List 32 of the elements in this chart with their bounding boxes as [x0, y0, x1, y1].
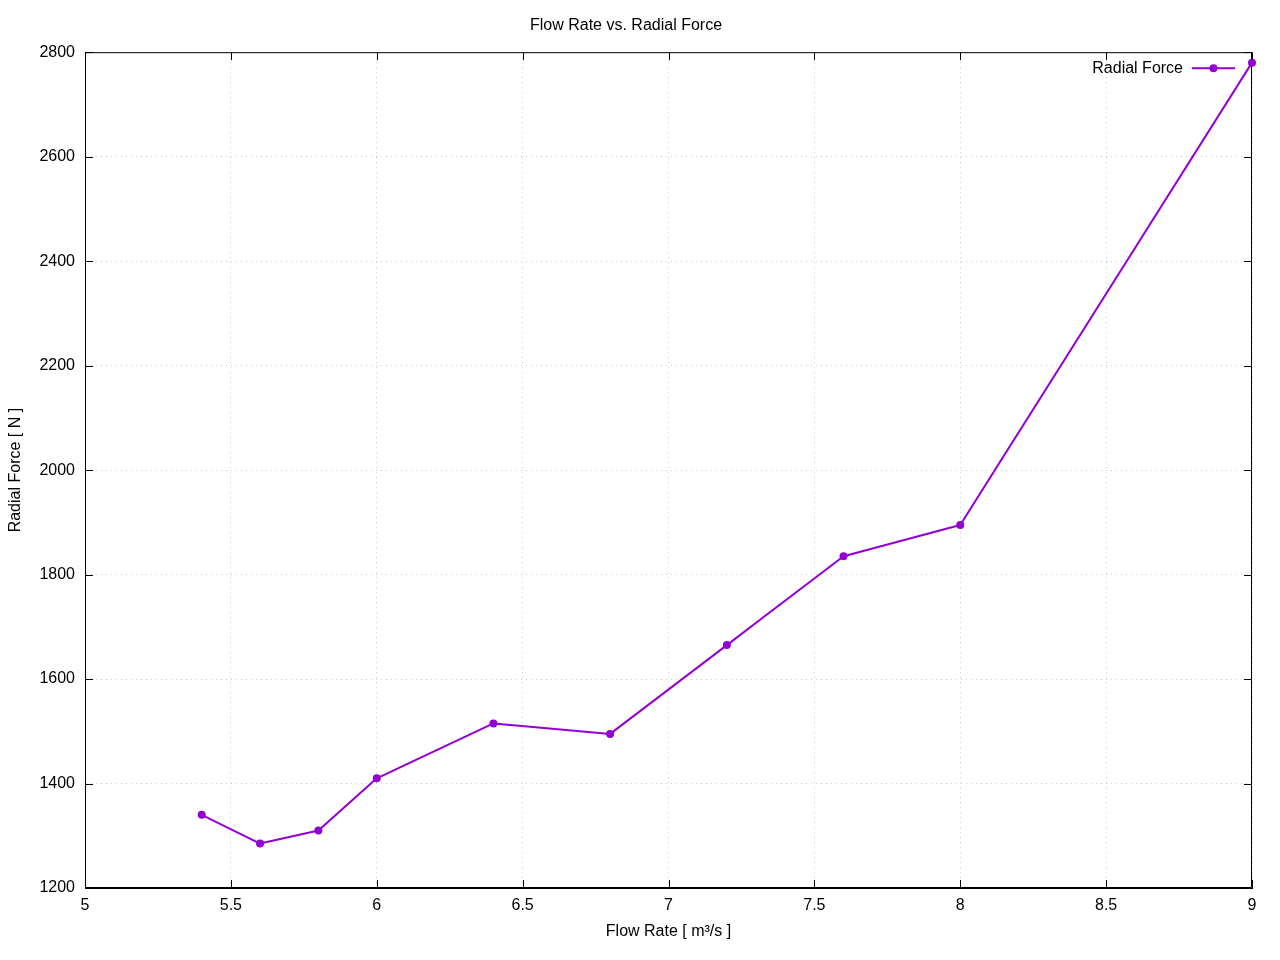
- point: [722, 641, 731, 650]
- point: [314, 826, 323, 835]
- point: [256, 839, 265, 848]
- y-tick-label: 2400: [39, 251, 76, 269]
- y-tick-label: 1200: [39, 878, 76, 896]
- y-tick-label: 2800: [39, 42, 76, 60]
- point: [839, 552, 848, 561]
- x-tick-label: 5.5: [219, 896, 243, 914]
- y-tick-label: 2000: [39, 460, 76, 478]
- x-tick-label: 5: [80, 896, 90, 914]
- x-tick-label: 9: [1247, 896, 1257, 914]
- point: [956, 520, 965, 529]
- y-tick-label: 2600: [39, 147, 76, 165]
- chart-title: Flow Rate vs. Radial Force: [529, 16, 723, 34]
- y-axis-title: Radial Force [ N ]: [6, 407, 24, 533]
- y-tick-label: 2200: [39, 356, 76, 374]
- x-tick-label: 8.5: [1095, 896, 1118, 914]
- x-tick-label: 7: [664, 896, 674, 914]
- point: [489, 719, 498, 728]
- x-tick-label: 8: [955, 896, 965, 914]
- point: [1248, 58, 1256, 67]
- y-tick-label: 1400: [39, 773, 76, 791]
- point: [606, 729, 615, 738]
- legend-label: Radial Force: [1092, 58, 1184, 76]
- x-tick-label: 6.5: [511, 896, 534, 914]
- point: [372, 774, 381, 783]
- point: [197, 810, 206, 819]
- x-tick-label: 7.5: [803, 896, 826, 914]
- x-axis-title: Flow Rate [ m³/s ]: [605, 921, 732, 939]
- x-tick-label: 6: [372, 896, 382, 914]
- y-tick-label: 1800: [39, 564, 76, 582]
- y-tick-label: 1600: [39, 669, 76, 687]
